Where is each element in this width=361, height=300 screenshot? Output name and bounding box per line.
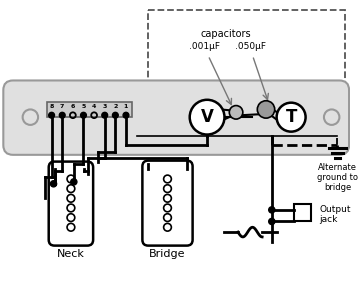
Text: V: V [201,108,213,126]
Circle shape [71,179,77,185]
Circle shape [67,214,75,221]
Text: 6: 6 [71,104,75,109]
Text: .001μF: .001μF [189,42,220,51]
Circle shape [269,218,275,225]
Circle shape [229,106,243,119]
Text: 3: 3 [103,104,107,109]
Text: 1: 1 [124,104,128,109]
Text: 4: 4 [92,104,96,109]
Text: Alternate
ground to
bridge: Alternate ground to bridge [317,163,358,192]
Text: 8: 8 [49,104,54,109]
Circle shape [67,204,75,212]
Text: Output
jack: Output jack [319,205,351,224]
FancyBboxPatch shape [49,162,93,246]
Circle shape [67,224,75,231]
Circle shape [164,175,171,183]
Text: 5: 5 [81,104,86,109]
Circle shape [102,112,108,118]
Circle shape [81,112,86,118]
Text: Neck: Neck [57,248,85,259]
Text: T: T [286,108,297,126]
Bar [294,204,312,221]
FancyBboxPatch shape [142,160,193,246]
Circle shape [49,112,55,118]
Text: 2: 2 [113,104,118,109]
Circle shape [51,181,57,187]
Circle shape [112,112,118,118]
Circle shape [190,100,225,134]
Text: .050μF: .050μF [235,42,266,51]
Text: 7: 7 [60,104,64,109]
Circle shape [164,185,171,193]
Circle shape [164,194,171,202]
Text: capacitors: capacitors [200,29,251,39]
Circle shape [257,101,275,118]
Circle shape [269,207,275,213]
Circle shape [277,103,306,132]
FancyBboxPatch shape [3,80,349,155]
Circle shape [67,175,75,183]
Text: Bridge: Bridge [149,248,186,259]
Circle shape [67,185,75,193]
Circle shape [164,204,171,212]
Circle shape [123,112,129,118]
Circle shape [67,194,75,202]
Bar [47,102,132,117]
Circle shape [59,112,65,118]
Circle shape [164,224,171,231]
Circle shape [164,214,171,221]
